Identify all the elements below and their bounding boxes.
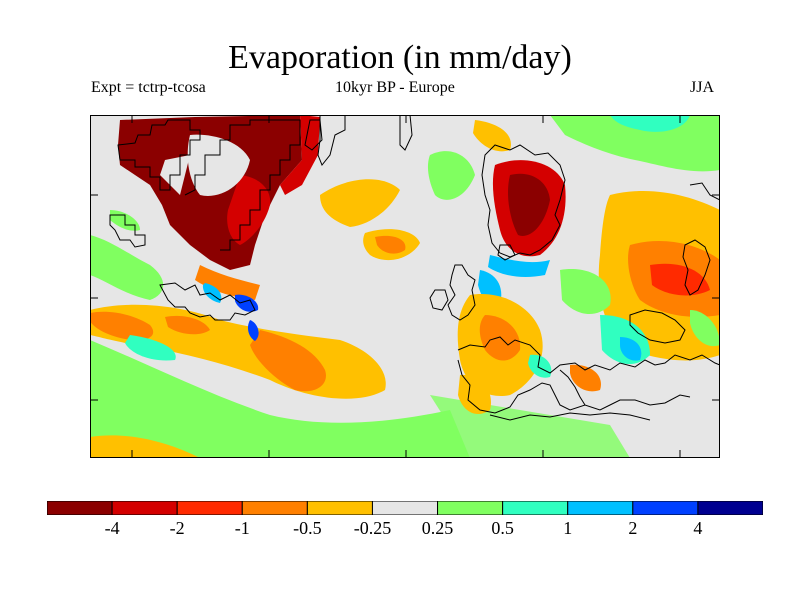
period-region-label: 10kyr BP - Europe <box>335 79 455 96</box>
anomaly-region <box>620 337 642 361</box>
colorbar-swatch <box>306 501 373 515</box>
coastline-greenland-east <box>184 119 301 251</box>
colorbar-label: 1 <box>563 518 573 538</box>
anomaly-region <box>610 115 690 132</box>
anomaly-region <box>247 320 259 341</box>
anomaly-region <box>488 255 550 278</box>
anomaly-region <box>90 435 200 458</box>
anomaly-region <box>479 315 521 361</box>
evaporation-map <box>90 115 720 458</box>
colorbar-swatch <box>176 501 243 515</box>
colorbar-label: -1 <box>234 518 250 538</box>
coastline-greenland <box>117 119 201 191</box>
experiment-label: Expt = tctrp-tcosa <box>91 79 206 96</box>
colorbar-swatch <box>632 501 699 515</box>
coastline-britain <box>447 264 476 321</box>
coastline-svalbard <box>317 115 346 166</box>
colorbar-label: 2 <box>628 518 638 538</box>
coastlines <box>109 115 720 421</box>
anomaly-region <box>280 115 320 195</box>
anomaly-region <box>427 151 475 200</box>
colorbar-label: -0.25 <box>353 518 392 538</box>
colorbar-swatch <box>47 501 113 515</box>
colorbar-label: -4 <box>104 518 120 538</box>
anomaly-region <box>320 179 400 227</box>
coastline-north-africa <box>489 412 651 421</box>
coastline-caspian <box>682 239 711 296</box>
anomaly-region <box>650 263 710 296</box>
anomaly-region <box>458 374 491 415</box>
anomaly-region <box>473 120 511 152</box>
map-ticks <box>90 115 720 458</box>
anomaly-region <box>125 335 176 361</box>
colorbar-swatch <box>697 501 763 515</box>
anomaly-region <box>227 175 271 245</box>
anomaly-region <box>690 310 720 347</box>
anomaly-region <box>235 294 259 312</box>
colorbar-swatch <box>241 501 308 515</box>
anomaly-region <box>560 269 611 315</box>
coastline-newfoundland <box>159 282 256 321</box>
coastline-ireland <box>429 289 449 311</box>
colorbar-label: 0.25 <box>421 518 454 538</box>
coastline-iberia <box>457 359 691 414</box>
anomaly-region <box>165 315 210 335</box>
colorbar-label: 0.5 <box>491 518 514 538</box>
colorbar-label: 4 <box>693 518 703 538</box>
colorbar-label: -0.5 <box>293 518 322 538</box>
anomaly-region <box>507 173 550 236</box>
colorbar-label: -2 <box>169 518 185 538</box>
map-frame <box>90 115 720 458</box>
anomaly-region <box>90 311 154 341</box>
anomaly-region <box>195 265 260 300</box>
coastline-norway-sweden <box>481 144 566 258</box>
coastline-labrador <box>109 214 146 248</box>
colorbar <box>47 501 763 515</box>
coastline-baltic <box>497 244 516 261</box>
coastline-western-europe <box>457 336 720 374</box>
anomaly-region <box>90 235 164 300</box>
anomaly-region <box>550 115 720 172</box>
coastline-caspian-outline <box>689 182 720 201</box>
season-label: JJA <box>690 79 715 96</box>
anomaly-region <box>187 134 250 196</box>
colorbar-swatch <box>502 501 569 515</box>
anomaly-region <box>570 364 601 392</box>
colorbar-swatch <box>437 501 504 515</box>
anomaly-region <box>528 354 552 378</box>
anomaly-region <box>90 340 470 458</box>
coastline-black-sea <box>629 309 686 344</box>
coastline-novaya-zemlya <box>399 115 413 151</box>
anomaly-region <box>375 235 406 254</box>
colorbar-swatch <box>111 501 178 515</box>
colorbar-swatch <box>371 501 439 515</box>
coastline-italy <box>559 369 586 406</box>
map-title: Evaporation (in mm/day) <box>228 39 572 76</box>
colorbar-swatch <box>567 501 634 515</box>
anomaly-region <box>250 330 326 392</box>
